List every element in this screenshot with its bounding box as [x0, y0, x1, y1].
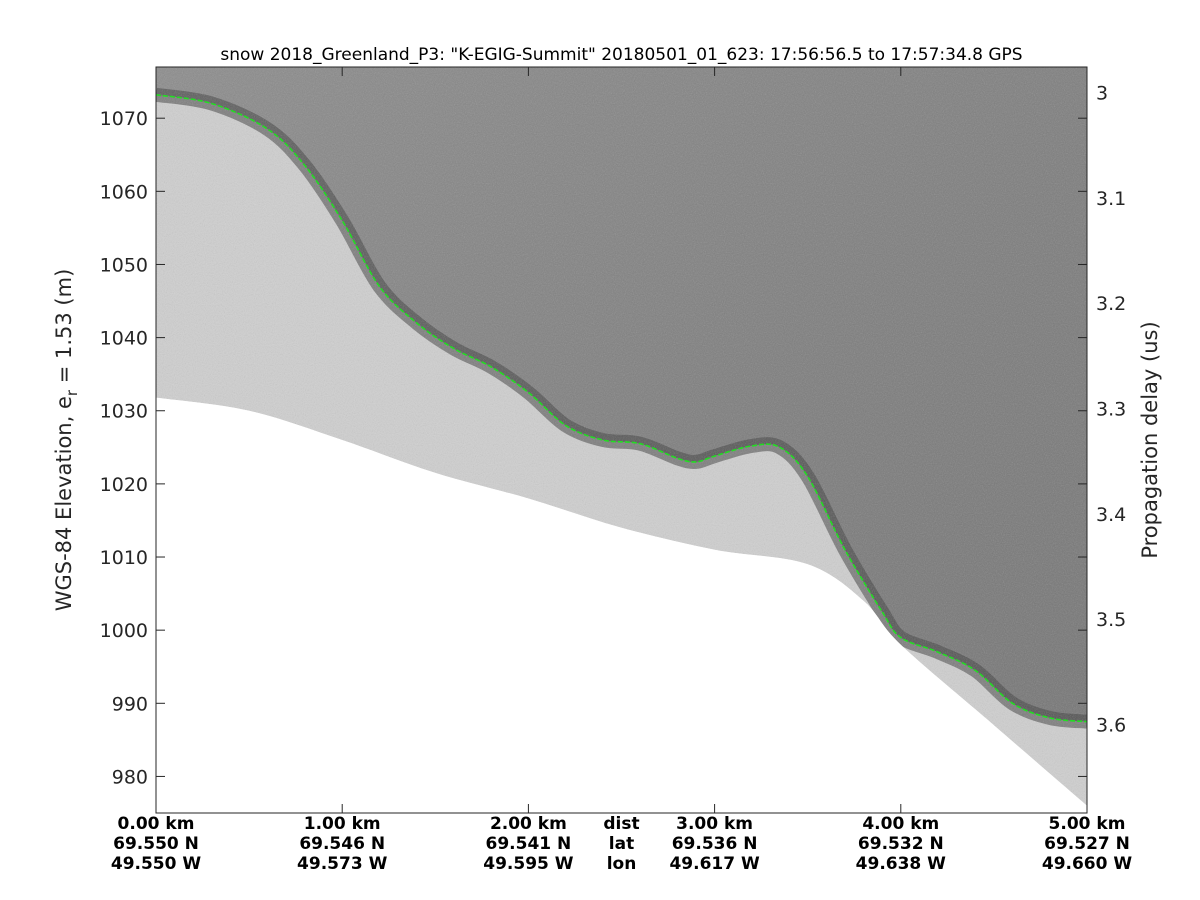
y-tick-label: 1020: [100, 474, 148, 496]
y-axis-left-title-subscript: r: [63, 389, 81, 396]
x-axis-ticks: [155, 67, 1088, 813]
x-tick-label-lat: 69.532 N: [857, 834, 944, 854]
x-row-label-lat: lat: [608, 834, 635, 854]
right-tick-label: 3.6: [1096, 715, 1126, 737]
x-tick-label-dist: 1.00 km: [303, 814, 381, 834]
x-tick-label-dist: 5.00 km: [1048, 814, 1126, 834]
y-tick-label: 1050: [100, 254, 148, 276]
x-tick-label-lat: 69.536 N: [671, 834, 758, 854]
y-tick-label: 990: [112, 693, 148, 715]
x-tick-label-dist: 4.00 km: [862, 814, 940, 834]
right-tick-label: 3: [1096, 83, 1108, 105]
x-row-label-lon: lon: [606, 854, 637, 874]
y-axis-right-title: Propagation delay (us): [1138, 321, 1162, 558]
right-tick-label: 3.2: [1096, 293, 1126, 315]
right-tick-label: 3.3: [1096, 399, 1126, 421]
right-tick-label: 3.1: [1096, 188, 1126, 210]
x-tick-label-dist: 0.00 km: [117, 814, 195, 834]
x-tick-label-lat: 69.541 N: [485, 834, 572, 854]
x-row-label-dist: dist: [603, 814, 640, 834]
x-tick-label-dist: 3.00 km: [676, 814, 754, 834]
x-tick-label-lon: 49.617 W: [669, 854, 760, 874]
x-tick-label-lat: 69.527 N: [1044, 834, 1130, 854]
x-tick-label-lon: 49.573 W: [297, 854, 388, 874]
y-axis-right: 3 3.1 3.2 3.3 3.4 3.5 3.6: [1096, 83, 1126, 737]
chart-title: snow 2018_Greenland_P3: "K-EGIG-Summit" …: [220, 45, 1022, 65]
y-tick-label: 1010: [100, 547, 148, 569]
x-tick-label-lon: 49.550 W: [110, 854, 202, 874]
y-tick-label: 1040: [100, 328, 148, 350]
surface-tracked-line: [156, 94, 1087, 723]
y-tick-label: 1070: [100, 108, 148, 130]
y-tick-label: 1000: [100, 620, 148, 642]
right-tick-label: 3.4: [1096, 504, 1126, 526]
plot-frame: [155, 66, 1088, 814]
x-tick-label-lat: 69.546 N: [299, 834, 386, 854]
y-axis-left: 980 990 1000 1010 1020 1030 1040 1050 1060 1070: [100, 108, 1087, 788]
y-tick-label: 1030: [100, 401, 148, 423]
x-tick-label-lon: 49.660 W: [1041, 854, 1133, 874]
x-tick-label-dist: 2.00 km: [489, 814, 567, 834]
no-data-region-mask: [156, 397, 1087, 813]
x-tick-label-lon: 49.595 W: [483, 854, 574, 874]
y-tick-label: 980: [112, 766, 148, 788]
y-tick-label: 1060: [100, 181, 148, 203]
x-tick-label-lat: 69.550 N: [113, 834, 199, 854]
right-tick-label: 3.5: [1096, 609, 1126, 631]
y-axis-left-title: WGS-84 Elevation, er = 1.53 (m): [52, 269, 81, 612]
x-tick-label-lon: 49.638 W: [855, 854, 946, 874]
